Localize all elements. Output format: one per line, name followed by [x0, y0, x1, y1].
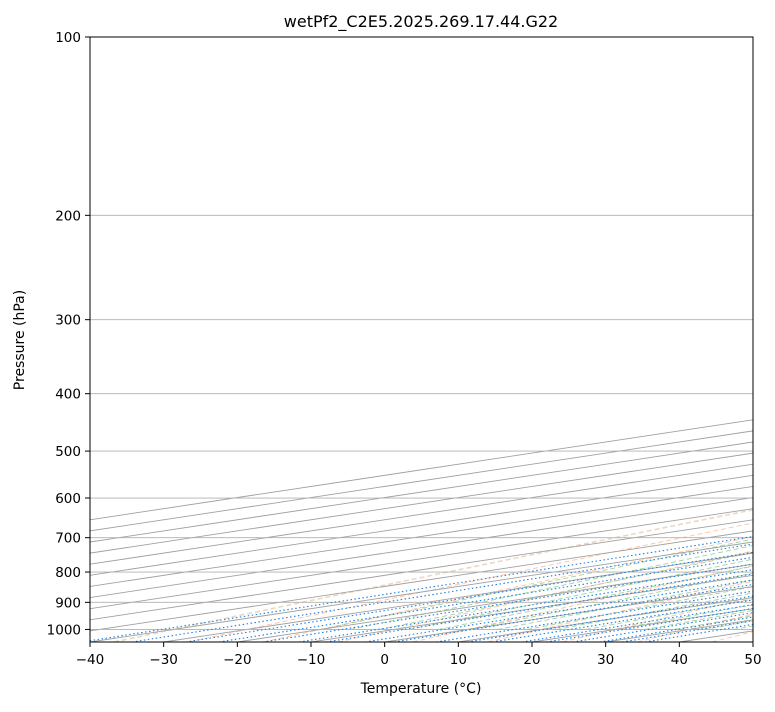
x-tick-label: 10: [450, 652, 467, 668]
x-tick-label: −40: [76, 652, 105, 668]
x-tick-label: −20: [223, 652, 252, 668]
y-tick-label: 200: [55, 208, 81, 224]
chart-title: wetPf2_C2E5.2025.269.17.44.G22: [284, 12, 558, 32]
x-tick-label: −10: [297, 652, 326, 668]
y-axis-label: Pressure (hPa): [12, 290, 28, 390]
x-tick-label: 0: [380, 652, 389, 668]
y-tick-label: 500: [55, 444, 81, 460]
y-tick-label: 700: [55, 531, 81, 547]
x-axis-label: Temperature (°C): [360, 681, 482, 697]
y-tick-label: 600: [55, 491, 81, 507]
x-tick-label: 30: [597, 652, 614, 668]
y-tick-label: 400: [55, 387, 81, 403]
x-tick-label: 50: [744, 652, 761, 668]
x-tick-label: 20: [523, 652, 540, 668]
x-tick-label: −30: [149, 652, 178, 668]
y-tick-label: 800: [55, 565, 81, 581]
y-tick-label: 300: [55, 313, 81, 329]
y-tick-label: 900: [55, 595, 81, 611]
y-tick-label: 100: [55, 30, 81, 46]
x-tick-label: 40: [671, 652, 688, 668]
y-tick-label: 1000: [47, 622, 81, 638]
